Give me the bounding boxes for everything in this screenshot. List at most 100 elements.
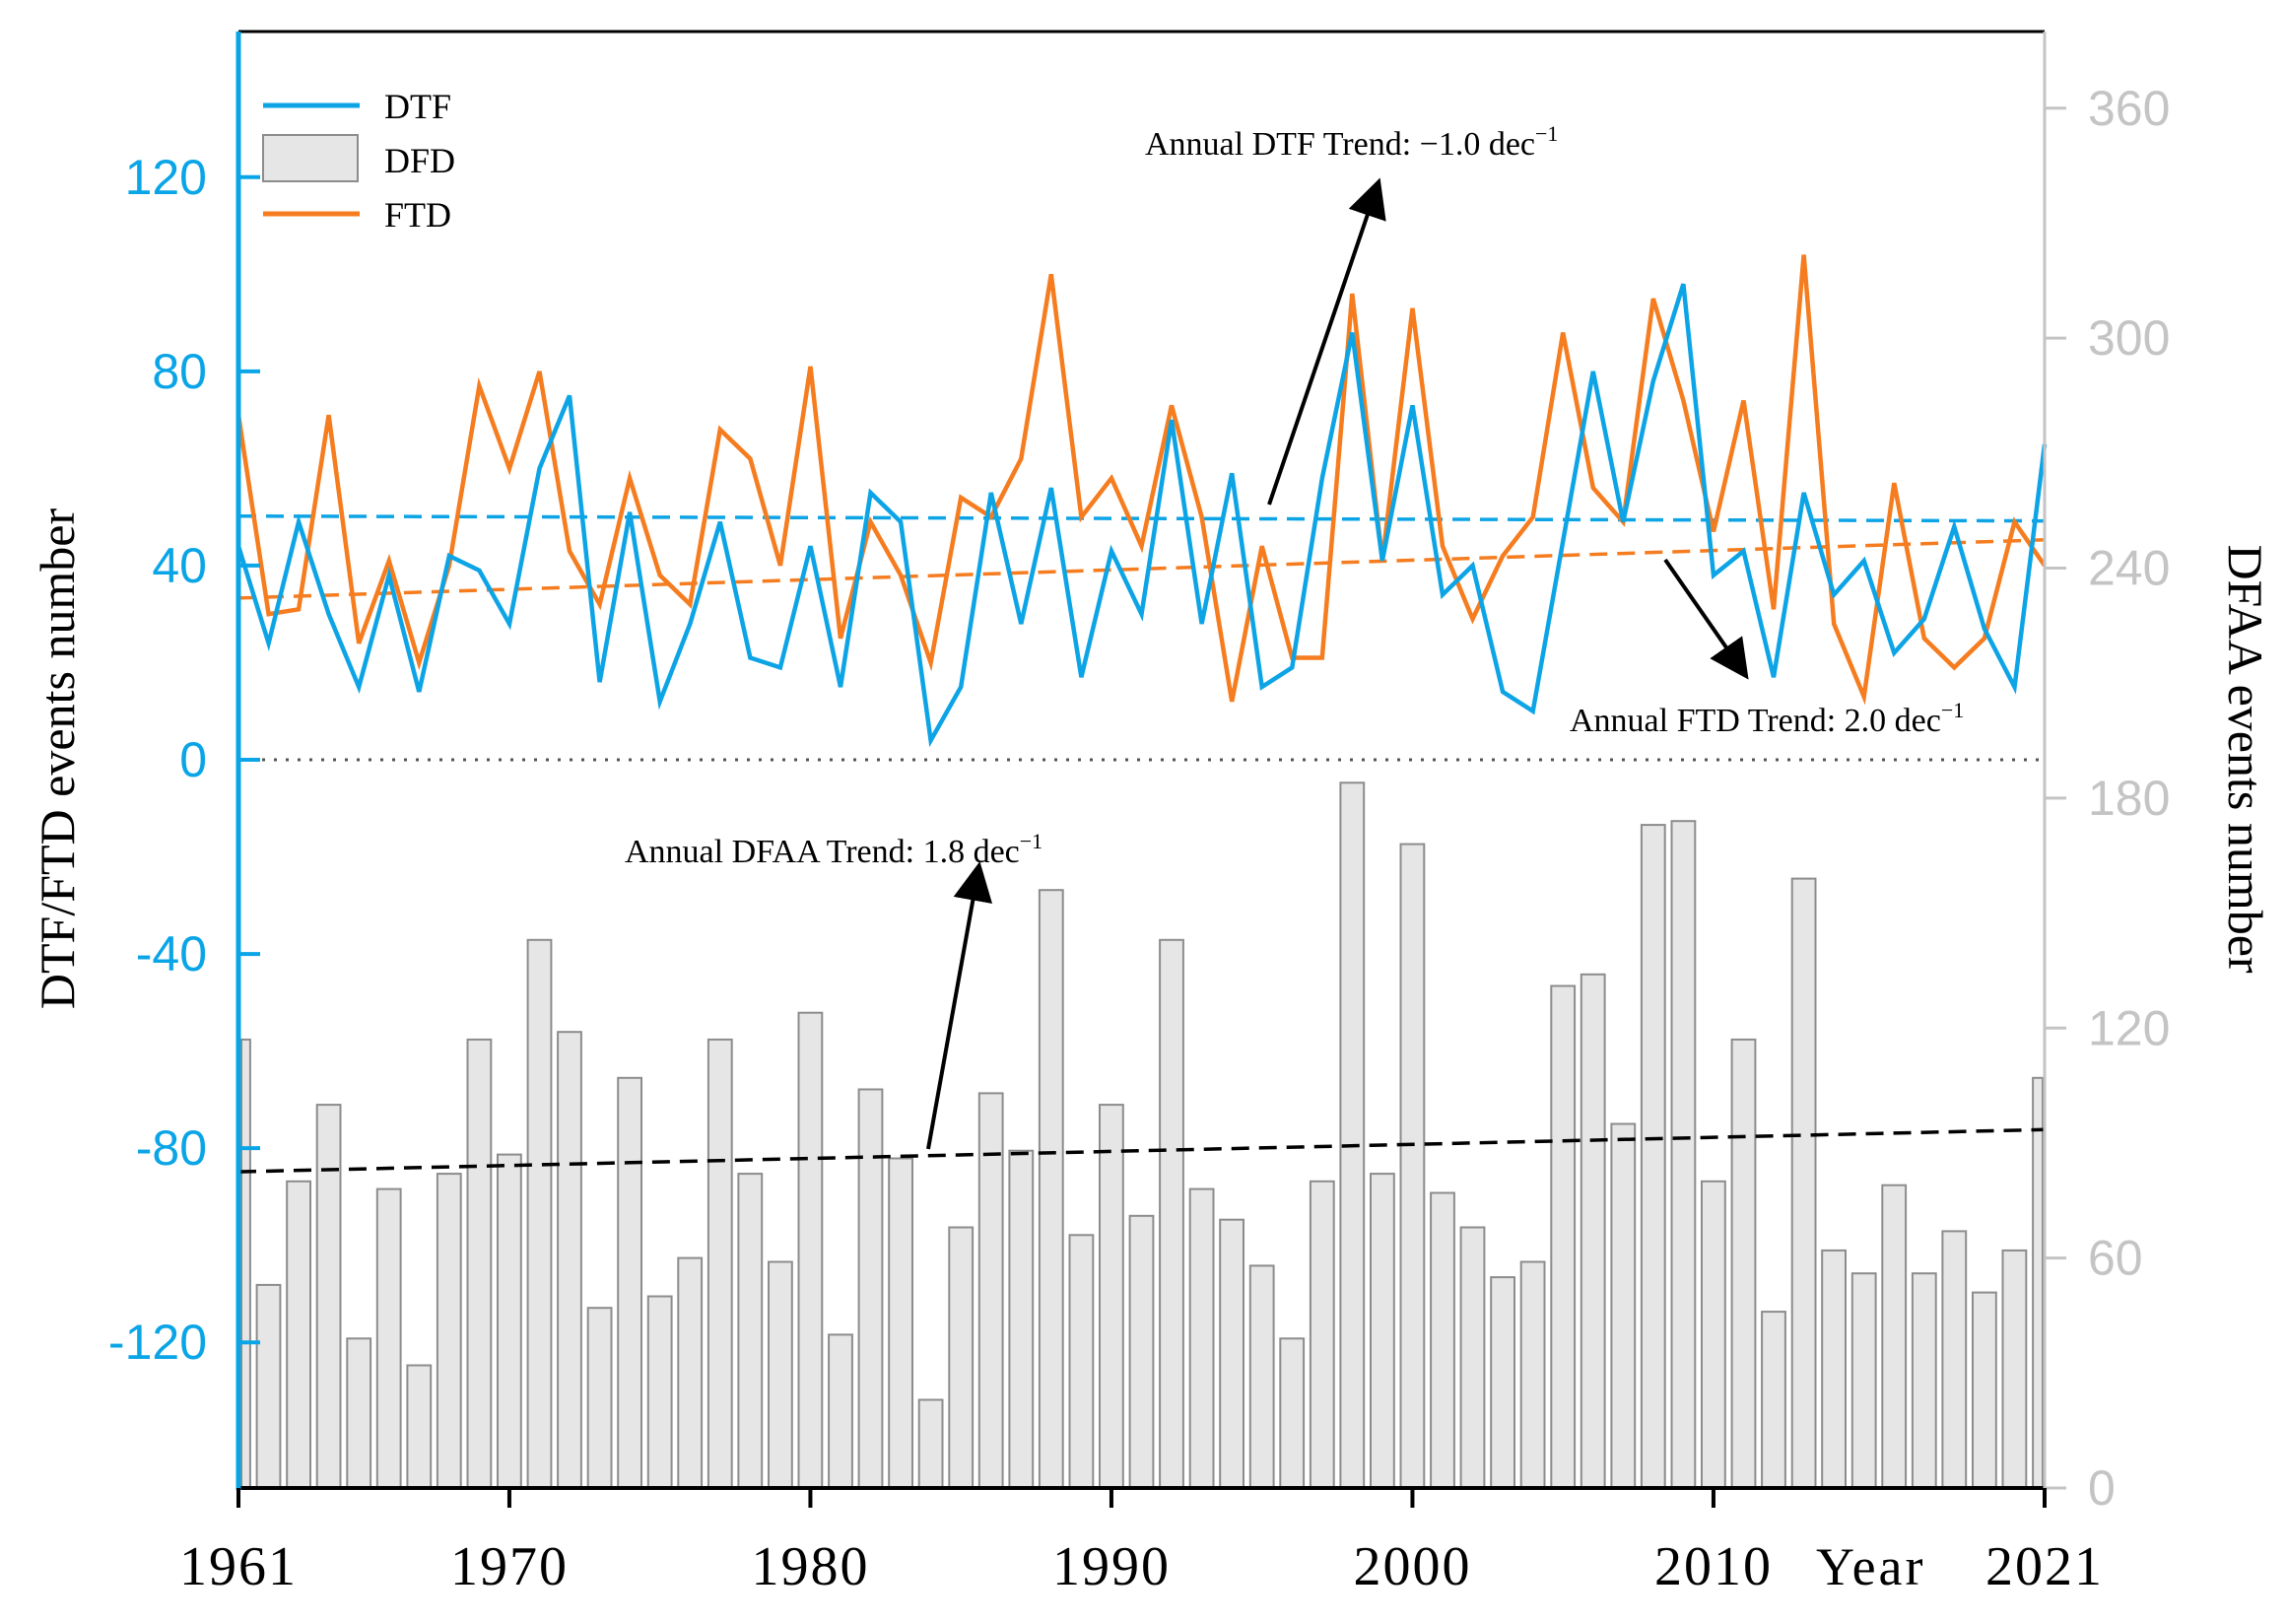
x-tick-label: 2010 xyxy=(1654,1536,1773,1597)
dfd-bar-1996 xyxy=(1279,1337,1306,1490)
legend-dfd-label: DFD xyxy=(384,141,455,180)
x-axis-title: Year xyxy=(1816,1537,1926,1596)
dfd-bar-1997 xyxy=(1309,1180,1335,1490)
dfd-bar-1964 xyxy=(315,1104,342,1489)
dfd-bar-1998 xyxy=(1339,781,1366,1489)
dfd-bar-2005 xyxy=(1550,984,1577,1489)
dfd-bar-1976 xyxy=(677,1256,704,1489)
dtf-trend-arrow xyxy=(1267,177,1386,506)
dfd-bar-1975 xyxy=(646,1295,673,1489)
dfaa-trend-sup: −1 xyxy=(1020,829,1043,853)
dfd-bar-1989 xyxy=(1068,1234,1095,1490)
left-tick-label: -120 xyxy=(108,1315,207,1370)
dfd-bar-1982 xyxy=(857,1088,884,1489)
left-tick-label: -80 xyxy=(136,1120,207,1176)
dfd-bar-2018 xyxy=(1941,1230,1968,1490)
dfd-bar-2007 xyxy=(1610,1122,1637,1489)
ftd-trend-annotation: Annual FTD Trend: 2.0 dec−1 xyxy=(1570,558,1964,739)
dfd-bar-2020 xyxy=(2001,1249,2028,1490)
dfd-bar-1993 xyxy=(1188,1187,1215,1489)
trend-line-0 xyxy=(237,513,2046,523)
left-tick-label: 0 xyxy=(179,732,207,787)
dfd-bar-2014 xyxy=(1821,1249,1847,1490)
dfd-bar-1980 xyxy=(797,1011,824,1489)
dfd-bar-1999 xyxy=(1370,1173,1395,1489)
svg-text:Annual DTF Trend: −1.0 dec−1: Annual DTF Trend: −1.0 dec−1 xyxy=(1145,121,1558,163)
dfd-bar-2001 xyxy=(1430,1191,1455,1489)
left-tick-label: 120 xyxy=(125,150,207,205)
dfd-bar-1984 xyxy=(917,1398,944,1489)
dfd-bar-2021 xyxy=(2032,1076,2045,1490)
dfd-bar-1974 xyxy=(617,1076,643,1490)
legend: DTF DFD FTD xyxy=(262,87,455,235)
left-axis-title: DTF/FTD events number xyxy=(30,508,85,1010)
series-lines xyxy=(235,254,2048,748)
dfd-bar-1973 xyxy=(586,1307,613,1489)
dfd-bar-2002 xyxy=(1459,1226,1486,1489)
dfd-bar-1990 xyxy=(1099,1104,1124,1489)
ftd-trend-sup: −1 xyxy=(1941,698,1964,722)
svg-text:Annual FTD Trend: 2.0 dec−1: Annual FTD Trend: 2.0 dec−1 xyxy=(1570,698,1964,739)
dfd-bars xyxy=(240,781,2045,1490)
dtf-trend-text: Annual DTF Trend: −1.0 dec xyxy=(1145,126,1535,163)
dfd-bar-2008 xyxy=(1640,824,1666,1489)
dfd-bar-1967 xyxy=(406,1364,433,1489)
x-tick-label: 1970 xyxy=(450,1536,569,1597)
dfd-bar-1971 xyxy=(526,938,553,1489)
dfd-bar-2003 xyxy=(1490,1276,1515,1489)
dfd-bar-2010 xyxy=(1701,1180,1726,1490)
dfd-bar-1991 xyxy=(1128,1214,1155,1490)
dfd-bar-1969 xyxy=(466,1038,493,1490)
dfd-bar-1966 xyxy=(375,1187,402,1489)
x-tick-label: 1990 xyxy=(1052,1536,1171,1597)
dfd-bar-2013 xyxy=(1790,877,1817,1489)
dfd-bar-1978 xyxy=(737,1173,764,1489)
dtf-line xyxy=(235,283,2048,748)
x-tick-label: 2021 xyxy=(1985,1536,2104,1597)
right-tick-label: 120 xyxy=(2088,1000,2170,1055)
dtf-trend-annotation: Annual DTF Trend: −1.0 dec−1 xyxy=(1145,121,1558,506)
dfd-bar-2019 xyxy=(1972,1291,1997,1489)
dfd-bar-2017 xyxy=(1911,1272,1937,1489)
dfd-bar-1992 xyxy=(1159,938,1184,1489)
dfd-bar-2012 xyxy=(1761,1311,1786,1489)
ftd-line xyxy=(235,254,2047,706)
dfd-bar-2004 xyxy=(1519,1260,1546,1489)
dfd-bar-1961 xyxy=(240,1038,251,1490)
dfd-bar-1965 xyxy=(346,1337,372,1490)
legend-dtf-label: DTF xyxy=(384,87,451,126)
trend-line-2 xyxy=(237,1127,2046,1174)
dfd-bar-1988 xyxy=(1038,889,1064,1489)
dfd-bar-1968 xyxy=(436,1173,462,1489)
ftd-trend-text: Annual FTD Trend: 2.0 dec xyxy=(1570,703,1941,739)
dfd-bar-1985 xyxy=(948,1226,975,1489)
x-axis-ticks: 1961 1970 1980 1990 2000 2010 2021 xyxy=(179,1488,2104,1597)
dfd-bar-1995 xyxy=(1248,1264,1275,1490)
dfaa-trend-text: Annual DFAA Trend: 1.8 dec xyxy=(625,834,1020,870)
legend-dfd-swatch xyxy=(262,134,359,182)
dfd-bar-1972 xyxy=(557,1031,582,1489)
x-tick-label: 2000 xyxy=(1353,1536,1471,1597)
dfd-bar-1977 xyxy=(706,1038,733,1490)
right-tick-label: 360 xyxy=(2088,81,2170,136)
dfd-bar-2009 xyxy=(1670,820,1697,1489)
dfd-bar-2000 xyxy=(1399,843,1426,1489)
left-tick-label: -40 xyxy=(136,926,207,981)
x-tick-label: 1980 xyxy=(751,1536,869,1597)
dfd-bar-1981 xyxy=(828,1333,853,1490)
right-tick-label: 60 xyxy=(2088,1231,2143,1286)
dfd-bar-1962 xyxy=(255,1283,282,1490)
dfaa-trend-annotation: Annual DFAA Trend: 1.8 dec−1 xyxy=(625,829,1043,1150)
dtf-trend-sup: −1 xyxy=(1535,121,1558,146)
dfd-bar-1970 xyxy=(497,1153,522,1489)
dfd-bar-1979 xyxy=(768,1260,793,1489)
dfd-bar-2016 xyxy=(1881,1184,1908,1489)
right-axis-ticks: 360 300 240 180 120 60 0 xyxy=(2045,81,2170,1516)
right-tick-label: 180 xyxy=(2088,771,2170,826)
dfaa-trend-arrow xyxy=(926,861,993,1150)
right-tick-label: 300 xyxy=(2088,310,2170,366)
dfd-bar-1963 xyxy=(286,1180,312,1490)
right-tick-label: 240 xyxy=(2088,541,2170,596)
right-tick-label: 0 xyxy=(2088,1460,2116,1516)
